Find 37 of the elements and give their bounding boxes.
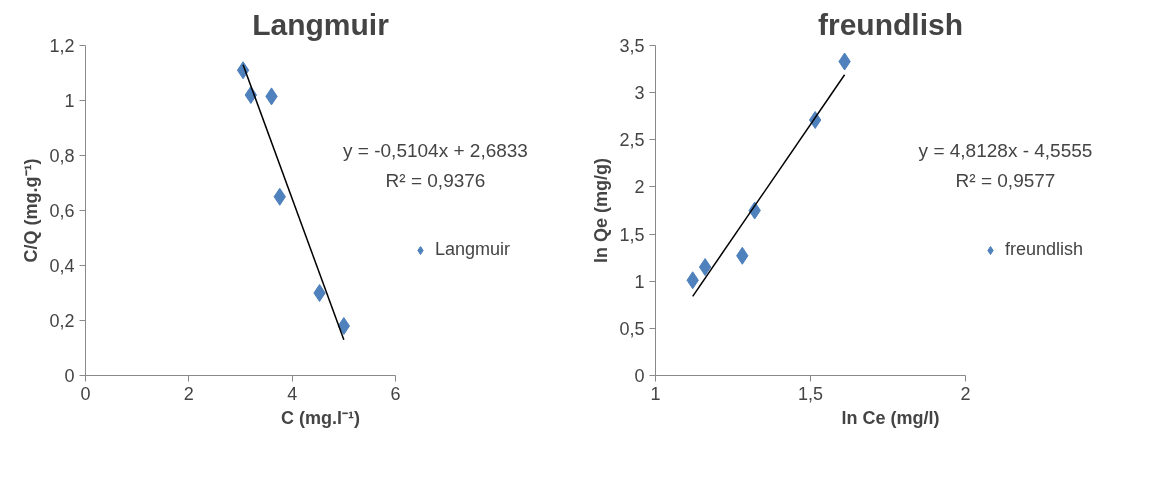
x-axis-title: ln Ce (mg/l)	[841, 407, 940, 428]
x-axis-title: C (mg.l⁻¹)	[281, 407, 360, 428]
x-tick-label: 0	[80, 383, 91, 404]
point	[313, 284, 326, 302]
y-tick-label: 2,5	[619, 130, 645, 151]
x-tick-label: 2	[960, 383, 971, 404]
y-tick-label: 0,4	[49, 256, 75, 276]
legend-label: freundlish	[1005, 239, 1084, 260]
y-tick-label: 3	[634, 83, 645, 104]
y-tick-label: 0	[64, 366, 75, 386]
y-tick-label: 0,5	[619, 318, 645, 339]
y-tick-label: 0	[634, 366, 645, 386]
x-tick-label: 1	[650, 383, 661, 404]
annotation: y = -0,5104x + 2,6833	[343, 139, 528, 161]
chart-title: freundlish	[818, 7, 964, 41]
x-tick-label: 2	[183, 383, 194, 404]
y-tick-label: 0,2	[49, 311, 75, 331]
y-tick-label: 2	[634, 177, 645, 198]
x-tick-label: 6	[390, 383, 401, 404]
annotation: R² = 0,9577	[955, 169, 1056, 191]
y-axis-title: ln Qe (mg/g)	[591, 158, 612, 263]
x-tick-label: 1,5	[797, 383, 824, 404]
y-tick-label: 1,5	[619, 224, 645, 245]
y-tick-label: 0,8	[49, 146, 75, 166]
y-tick-label: 1,2	[49, 36, 75, 56]
chart-title: Langmuir	[252, 7, 390, 41]
y-axis-title: C/Q (mg.g⁻¹)	[21, 158, 42, 263]
point	[698, 258, 712, 277]
annotation: y = 4,8128x - 4,5555	[918, 139, 1093, 161]
y-tick-label: 1	[634, 271, 645, 292]
y-tick-label: 0,6	[49, 201, 75, 221]
point	[337, 317, 350, 335]
y-tick-label: 1	[64, 91, 75, 111]
annotation: R² = 0,9376	[385, 169, 486, 191]
x-tick-label: 4	[287, 383, 298, 404]
legend-label: Langmuir	[435, 239, 511, 260]
y-tick-label: 3,5	[619, 36, 645, 56]
